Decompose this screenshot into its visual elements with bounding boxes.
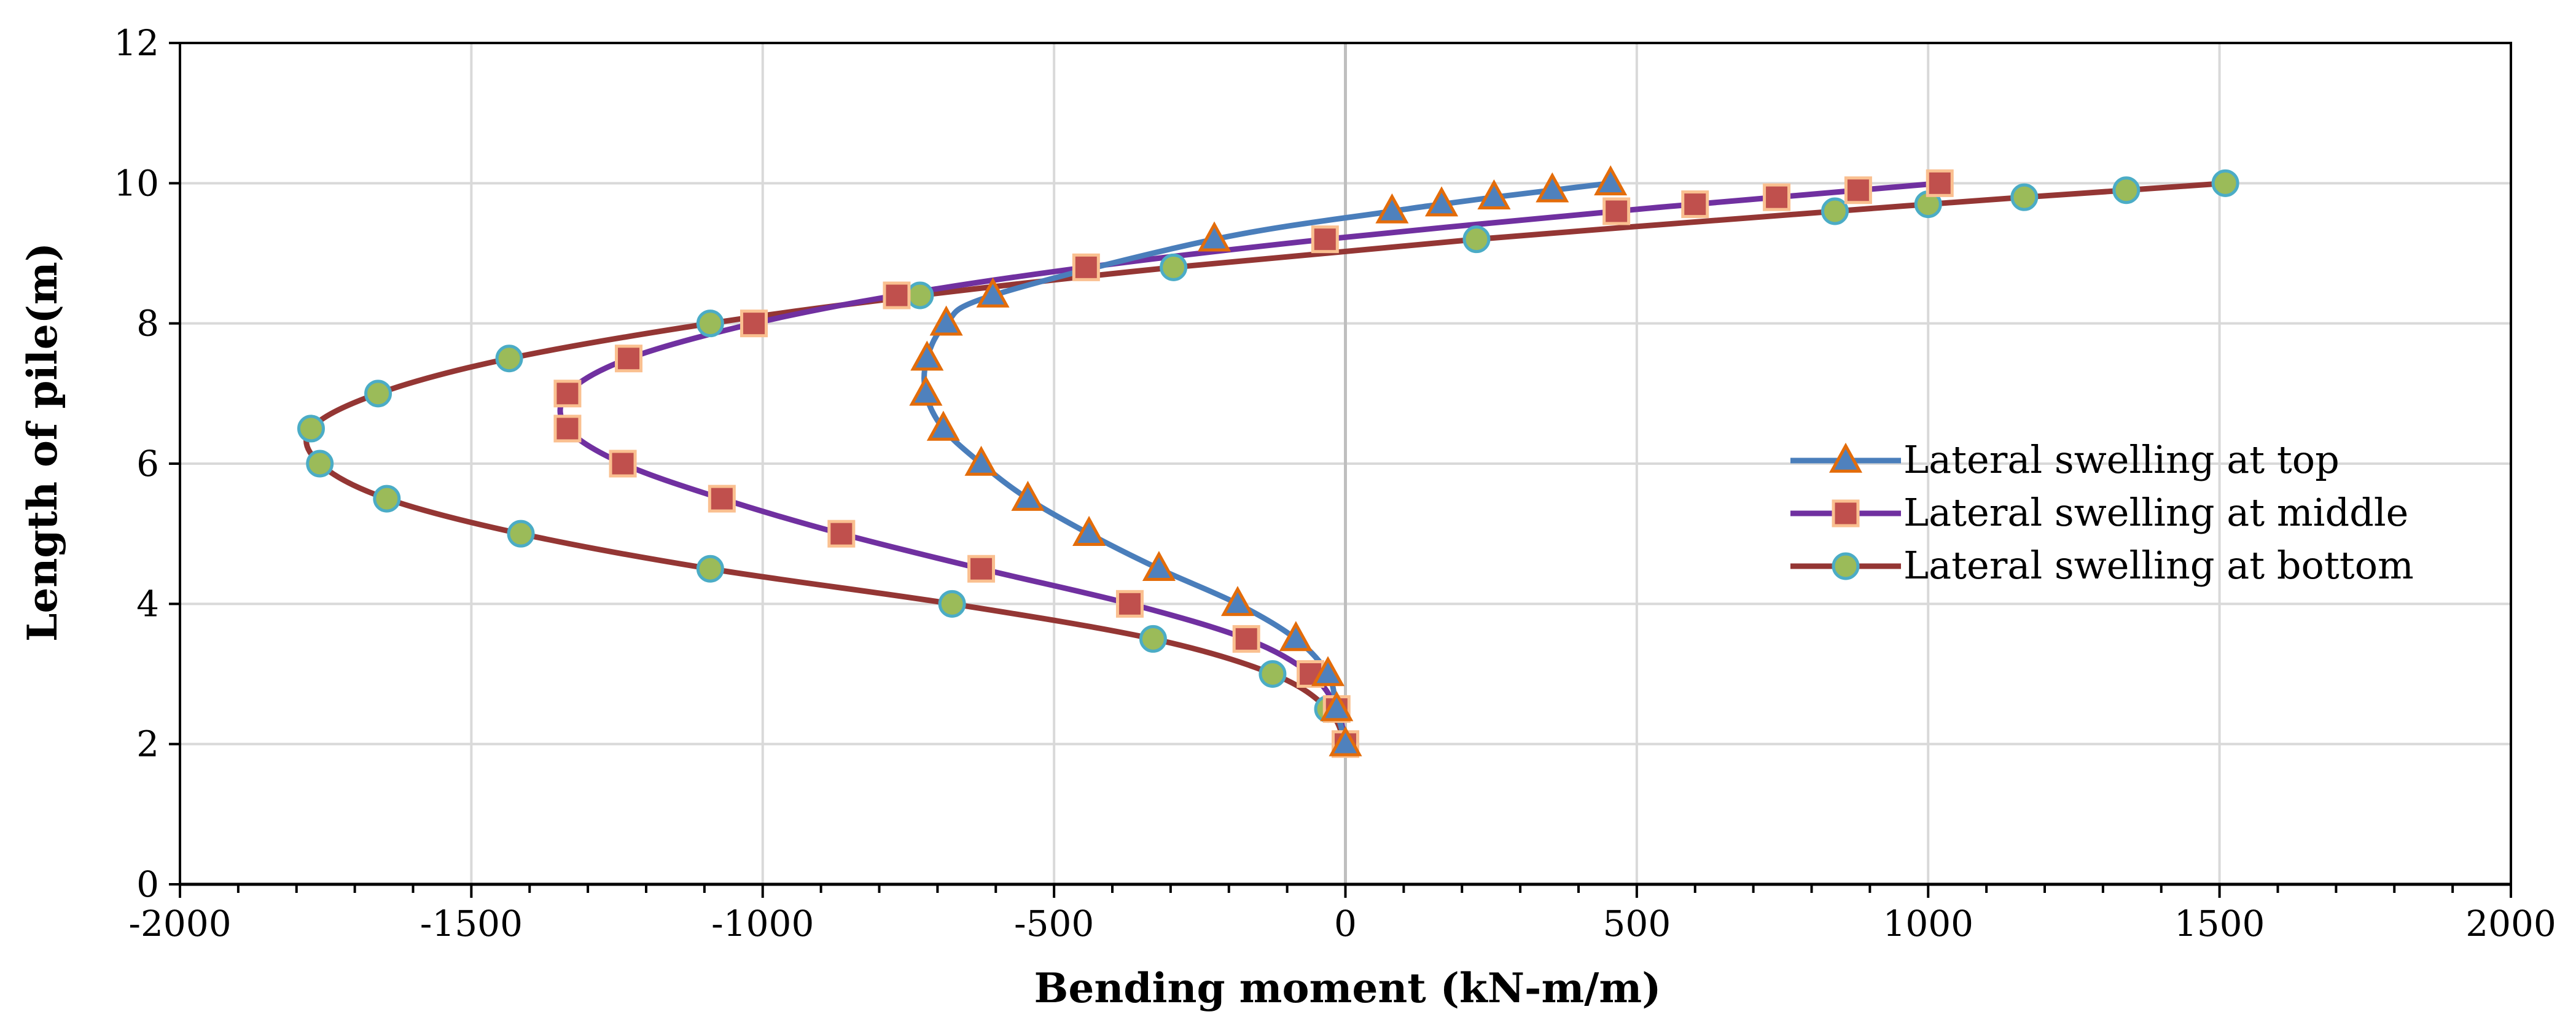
data-point-square — [1602, 197, 1631, 225]
data-point-triangle — [964, 445, 998, 476]
data-point-square — [553, 415, 582, 443]
data-point-square — [1072, 253, 1100, 281]
legend-marker-triangle — [1829, 442, 1863, 473]
y-tick-label: 10 — [114, 162, 159, 204]
y-tick-label: 2 — [136, 723, 159, 765]
legend-marker-circle — [1832, 552, 1860, 580]
data-point-circle — [696, 310, 724, 338]
data-point-triangle — [976, 277, 1010, 308]
x-tick-label: -2000 — [128, 903, 231, 944]
data-point-square — [609, 450, 637, 478]
data-point-triangle — [1311, 656, 1345, 687]
x-tick-label: 1000 — [1883, 903, 1973, 944]
data-point-triangle — [929, 305, 963, 336]
data-point-square — [827, 520, 856, 548]
data-point-square — [1232, 625, 1260, 653]
data-point-circle — [507, 520, 535, 548]
legend-label: Lateral swelling at top — [1903, 437, 2340, 482]
data-point-circle — [1462, 225, 1491, 254]
series-markers — [297, 165, 2239, 758]
data-point-square — [1681, 190, 1709, 219]
data-point-circle — [1139, 625, 1167, 653]
data-point-square — [1926, 169, 1954, 197]
x-axis-title: Bending moment (kN-m/m) — [1034, 964, 1661, 1012]
data-point-square — [883, 281, 911, 310]
data-point-circle — [2211, 169, 2239, 197]
y-tick-label: 12 — [114, 22, 159, 64]
data-point-square — [553, 380, 582, 408]
x-tick-label: 500 — [1603, 903, 1671, 944]
x-tick-label: -1500 — [420, 903, 523, 944]
legend: Lateral swelling at top Lateral swelling … — [1790, 437, 2414, 588]
data-point-triangle — [1220, 586, 1255, 617]
data-point-triangle — [910, 340, 944, 371]
x-tick-label: -500 — [1014, 903, 1094, 944]
data-point-square — [1311, 225, 1339, 254]
data-point-triangle — [1329, 726, 1362, 757]
data-point-triangle — [909, 375, 943, 406]
data-point-triangle — [1142, 551, 1176, 582]
data-point-circle — [1259, 660, 1287, 688]
data-point-square — [740, 310, 768, 338]
x-tick-label: 2000 — [2465, 903, 2556, 944]
data-point-square — [1844, 176, 1872, 204]
data-point-circle — [373, 485, 401, 513]
y-axis-title: Length of pile(m) — [18, 243, 66, 642]
data-point-triangle — [1011, 480, 1045, 511]
data-point-circle — [1821, 197, 1849, 225]
y-tick-label: 0 — [136, 863, 159, 905]
data-point-circle — [696, 555, 724, 583]
data-point-triangle — [1375, 193, 1409, 224]
data-point-triangle — [1197, 221, 1231, 252]
data-point-triangle — [1425, 186, 1459, 217]
data-point-triangle — [1594, 165, 1628, 196]
y-tick-label: 6 — [136, 443, 159, 485]
y-tick-label: 4 — [136, 583, 159, 625]
x-tick-label: -1000 — [711, 903, 814, 944]
data-point-circle — [495, 345, 523, 373]
x-tick-label: 1500 — [2174, 903, 2265, 944]
data-point-circle — [2112, 176, 2141, 204]
legend-marker-square — [1832, 499, 1860, 528]
y-tick-label: 8 — [136, 303, 159, 345]
data-point-triangle — [1320, 691, 1354, 722]
data-point-square — [708, 485, 736, 513]
y-tick-labels: 0 2 4 6 8 10 12 — [114, 22, 159, 905]
data-point-circle — [2010, 183, 2039, 211]
x-tick-labels: -2000 -1500 -1000 -500 0 500 1000 1500 2000 — [128, 903, 2556, 944]
data-point-circle — [938, 590, 966, 618]
data-point-square — [967, 555, 996, 583]
data-point-square — [615, 345, 643, 373]
x-tick-label: 0 — [1334, 903, 1357, 944]
data-point-square — [1115, 590, 1144, 618]
legend-label: Lateral swelling at middle — [1903, 490, 2408, 535]
data-point-circle — [364, 380, 392, 408]
x-minor-ticks — [169, 42, 2512, 898]
data-point-circle — [1160, 253, 1188, 281]
data-point-triangle — [1072, 515, 1106, 546]
data-point-square — [1763, 183, 1791, 211]
data-point-circle — [306, 450, 334, 478]
data-point-triangle — [1536, 172, 1569, 203]
data-point-triangle — [1477, 179, 1511, 209]
data-point-triangle — [1279, 621, 1313, 652]
data-point-triangle — [926, 410, 960, 441]
data-point-circle — [297, 415, 325, 443]
legend-label: Lateral swelling at bottom — [1903, 543, 2414, 588]
data-point-circle — [906, 281, 934, 310]
